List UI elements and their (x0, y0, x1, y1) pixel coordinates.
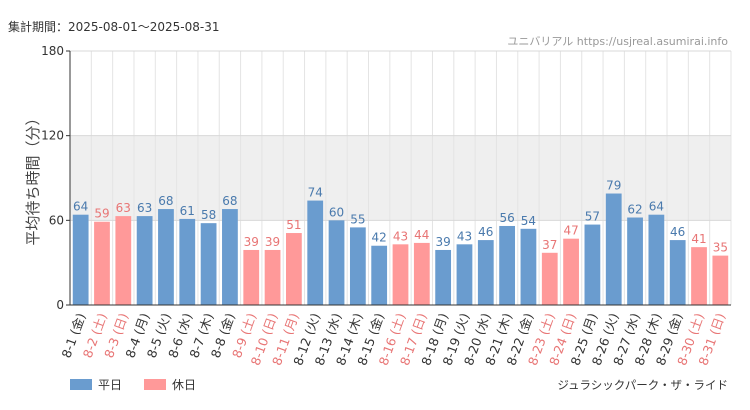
data-label: 63 (116, 201, 131, 215)
data-label: 39 (436, 235, 451, 249)
bar (541, 252, 558, 305)
bar (584, 224, 601, 305)
data-label: 39 (244, 235, 259, 249)
bar (179, 218, 196, 305)
bar (605, 193, 622, 305)
bar (648, 214, 665, 305)
bar (349, 227, 366, 305)
legend: 平日 休日 (70, 376, 218, 393)
legend-holiday-label: 休日 (172, 378, 197, 392)
data-label: 44 (414, 228, 429, 242)
y-tick-label: 180 (41, 44, 64, 58)
data-label: 54 (521, 214, 536, 228)
bar (200, 223, 217, 305)
bar (499, 225, 516, 305)
data-label: 62 (627, 203, 642, 217)
bar (477, 240, 494, 305)
bar (371, 245, 388, 305)
data-label: 51 (286, 218, 301, 232)
site-attribution: ユニバリアル https://usjreal.asumirai.info (507, 35, 728, 48)
bars (72, 193, 729, 305)
axes: 8-1 (金)8-2 (土)8-3 (日)8-4 (月)8-5 (火)8-6 (… (41, 44, 731, 367)
legend-weekday-swatch (70, 379, 92, 390)
bar (563, 238, 579, 305)
bar (158, 209, 174, 305)
data-label: 64 (649, 200, 664, 214)
data-label: 39 (265, 235, 280, 249)
data-label: 59 (94, 207, 109, 221)
data-label: 79 (606, 179, 621, 193)
data-label: 74 (308, 186, 323, 200)
legend-holiday-swatch (144, 379, 167, 390)
data-label: 35 (713, 241, 728, 255)
legend-weekday-label: 平日 (98, 378, 123, 392)
ride-name: ジュラシックパーク・ザ・ライド (557, 378, 728, 392)
bar (328, 220, 345, 305)
data-label: 57 (585, 210, 600, 224)
bar (72, 214, 89, 305)
bar (712, 255, 729, 305)
bar (669, 240, 686, 305)
y-axis-label: 平均待ち時間（分） (24, 110, 42, 245)
bar (456, 244, 473, 305)
bar (691, 247, 707, 305)
data-label: 68 (222, 194, 237, 208)
data-label: 42 (372, 231, 387, 245)
data-label: 43 (393, 229, 408, 243)
data-label: 58 (201, 208, 216, 222)
y-tick-label: 60 (49, 213, 64, 227)
data-label: 64 (73, 200, 88, 214)
data-label: 47 (563, 224, 578, 238)
data-label: 61 (180, 204, 195, 218)
data-label: 46 (670, 225, 685, 239)
bar (392, 244, 409, 305)
bar (520, 228, 537, 305)
legend-holiday: 休日 (144, 376, 196, 393)
bar (435, 249, 452, 305)
bar (94, 221, 110, 305)
data-label: 37 (542, 238, 557, 252)
period-label: 集計期間：2025-08-01〜2025-08-31 (8, 20, 220, 34)
data-label: 41 (691, 232, 706, 246)
data-label: 60 (329, 205, 344, 219)
bar (222, 209, 238, 305)
bar (285, 233, 302, 305)
bar (627, 217, 643, 305)
bar (243, 249, 260, 305)
legend-weekday: 平日 (70, 376, 122, 393)
bar (307, 200, 324, 305)
data-label: 68 (158, 194, 173, 208)
data-label: 63 (137, 201, 152, 215)
data-label: 55 (350, 212, 365, 226)
bar (115, 216, 132, 305)
y-tick-label: 120 (41, 129, 64, 143)
bar (413, 242, 430, 305)
bar (264, 249, 281, 305)
data-label: 43 (457, 229, 472, 243)
bar (136, 216, 153, 305)
data-label: 56 (499, 211, 514, 225)
data-label: 46 (478, 225, 493, 239)
data-labels: 64 59 63 63 68 61 58 68 39 39 51 74 60 55 42 43 44 39 43 46… (73, 179, 728, 255)
y-tick-label: 0 (56, 298, 64, 312)
